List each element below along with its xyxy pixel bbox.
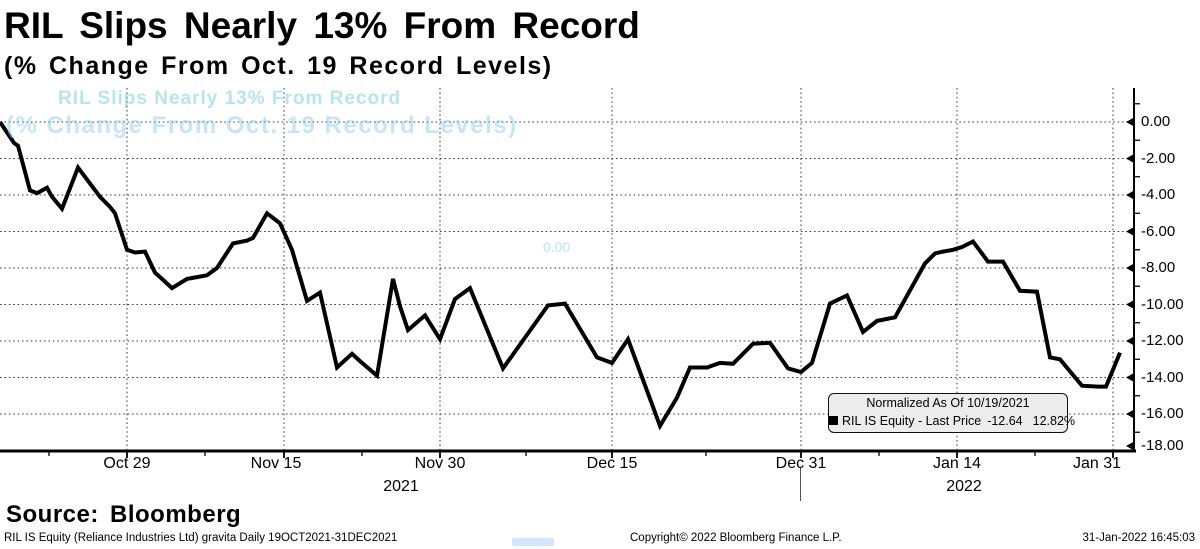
y-axis-label--18.00: -18.00 bbox=[1141, 437, 1184, 454]
y-axis-arrow-tick bbox=[1126, 227, 1134, 236]
y-axis-label-0.00: 0.00 bbox=[1141, 113, 1171, 130]
footer-ticker-info: RIL IS Equity (Reliance Industries Ltd) … bbox=[4, 532, 398, 544]
y-axis-label--16.00: -16.00 bbox=[1141, 405, 1184, 422]
y-axis-label--2.00: -2.00 bbox=[1141, 149, 1176, 167]
ghost-title-artifact: RIL Slips Nearly 13% From Record bbox=[58, 88, 402, 109]
ghost-zero-label-artifact: 0.00 bbox=[543, 239, 571, 255]
ril-price-line bbox=[0, 120, 1122, 431]
x-axis-label-dec-31: Dec 31 bbox=[775, 455, 827, 472]
legend-pct-change: 12.82% bbox=[1032, 414, 1076, 428]
y-axis-arrow-tick bbox=[1126, 441, 1134, 451]
ghost-subtitle-artifact: (% Change From Oct. 19 Record Levels) bbox=[6, 112, 518, 139]
legend-series-row: RIL IS Equity - Last Price -12.64 12.82% bbox=[829, 412, 1075, 430]
footer-copyright: Copyright© 2022 Bloomberg Finance L.P. bbox=[630, 532, 842, 544]
source-attribution: Source: Bloomberg bbox=[6, 501, 242, 528]
legend-normalized-label: Normalized As Of 10/19/2021 bbox=[866, 396, 1030, 410]
y-axis-label--4.00: -4.00 bbox=[1141, 186, 1176, 203]
chart-title: RIL Slips Nearly 13% From Record bbox=[4, 5, 640, 46]
blue-smudge-artifact bbox=[512, 538, 554, 546]
x-axis-year-2021: 2021 bbox=[383, 478, 419, 495]
x-axis-label-jan-31: Jan 31 bbox=[1072, 455, 1122, 472]
x-axis-label-nov-15: Nov 15 bbox=[250, 455, 302, 472]
legend-last-price: -12.64 bbox=[987, 414, 1023, 428]
legend-box: Normalized As Of 10/19/2021 RIL IS Equit… bbox=[828, 393, 1075, 433]
legend-series-label: RIL IS Equity - Last Price bbox=[842, 414, 982, 428]
y-axis-arrow-tick bbox=[1126, 263, 1134, 273]
x-axis-label-jan-14: Jan 14 bbox=[932, 455, 982, 472]
year-separator-line bbox=[800, 468, 801, 501]
x-axis-label-dec-15: Dec 15 bbox=[586, 455, 638, 472]
y-axis-arrow-tick bbox=[1126, 373, 1134, 382]
chart-subtitle: (% Change From Oct. 19 Record Levels) bbox=[4, 52, 553, 80]
y-axis-label--10.00: -10.00 bbox=[1141, 295, 1184, 313]
footer-timestamp: 31-Jan-2022 16:45:03 bbox=[1082, 532, 1195, 544]
y-axis-arrow-tick bbox=[1126, 117, 1134, 127]
x-axis-year-2022: 2022 bbox=[946, 478, 982, 495]
x-axis-label-nov-30: Nov 30 bbox=[414, 455, 466, 472]
y-axis-label--12.00: -12.00 bbox=[1141, 332, 1184, 349]
y-axis-label--14.00: -14.00 bbox=[1141, 368, 1184, 386]
y-axis-arrow-tick bbox=[1126, 409, 1134, 419]
y-axis-label--8.00: -8.00 bbox=[1141, 259, 1176, 276]
y-axis-label--6.00: -6.00 bbox=[1141, 222, 1176, 240]
y-axis-arrow-tick bbox=[1126, 336, 1134, 346]
series-swatch-icon bbox=[829, 416, 838, 425]
y-axis-arrow-tick bbox=[1126, 300, 1134, 309]
x-axis-label-oct-29: Oct 29 bbox=[103, 455, 151, 472]
y-axis-arrow-tick bbox=[1126, 190, 1134, 200]
y-axis-arrow-tick bbox=[1126, 154, 1134, 163]
